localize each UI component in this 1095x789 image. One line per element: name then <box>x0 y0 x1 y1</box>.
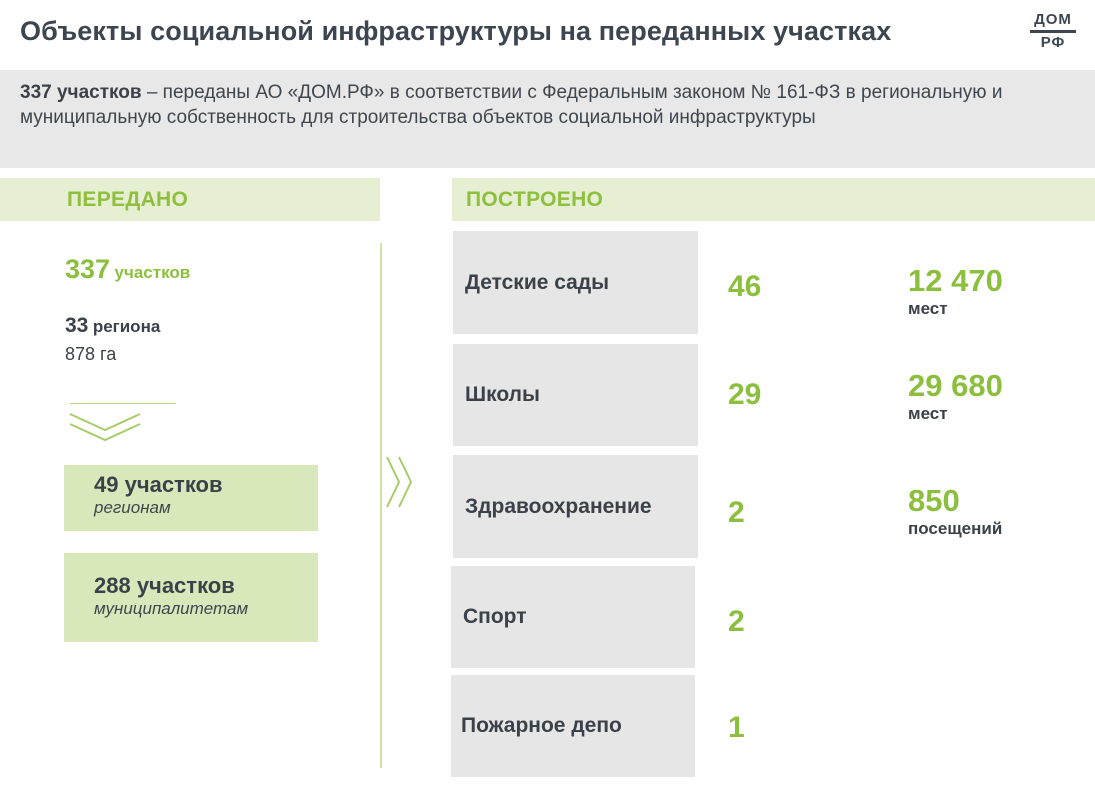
regions-box-recipient: регионам <box>94 498 171 517</box>
page-title: Объекты социальной инфраструктуры на пер… <box>20 16 892 46</box>
double-chevron-down-icon <box>69 413 141 442</box>
total-plots-number: 337 <box>65 254 111 284</box>
intro-text: – переданы АО «ДОМ.РФ» в соответствии с … <box>20 82 1003 128</box>
category-fire-station: Пожарное депо <box>451 675 695 777</box>
kindergartens-capacity: 12 470 мест <box>908 264 1003 320</box>
regions-unit: региона <box>92 317 161 336</box>
dom-rf-logo: ДОМ РФ <box>1030 12 1076 54</box>
fire-station-count: 1 <box>728 711 745 744</box>
separator-line <box>70 403 176 404</box>
kindergartens-capacity-value: 12 470 <box>908 263 1003 298</box>
intro-panel: 337 участков – переданы АО «ДОМ.РФ» в со… <box>0 70 1095 168</box>
schools-capacity: 29 680 мест <box>908 369 1003 425</box>
category-schools: Школы <box>453 344 698 446</box>
category-kindergartens: Детские сады <box>453 231 698 334</box>
double-chevron-right-icon <box>386 456 413 508</box>
regions-count: 33 региона <box>65 314 160 338</box>
schools-capacity-unit: мест <box>908 404 948 423</box>
category-sport: Спорт <box>451 566 695 668</box>
healthcare-capacity-value: 850 <box>908 483 960 518</box>
kindergartens-count: 46 <box>728 270 762 303</box>
transferred-header: ПЕРЕДАНО <box>0 178 380 221</box>
total-plots: 337 участков <box>65 254 190 285</box>
sport-count: 2 <box>728 605 745 638</box>
regions-box: 49 участков регионам <box>64 465 318 531</box>
kindergartens-capacity-unit: мест <box>908 299 948 318</box>
municipalities-box-recipient: муниципалитетам <box>94 599 249 618</box>
municipalities-box: 288 участков муниципалитетам <box>64 553 318 642</box>
category-healthcare: Здравоохранение <box>453 455 698 558</box>
municipalities-box-count: 288 участков <box>94 573 235 598</box>
regions-box-count: 49 участков <box>94 472 223 497</box>
healthcare-capacity-unit: посещений <box>908 519 1003 538</box>
logo-line-1: ДОМ <box>1030 12 1076 33</box>
healthcare-capacity: 850 посещений <box>908 484 1002 540</box>
schools-capacity-value: 29 680 <box>908 368 1003 403</box>
area-value: 878 га <box>65 344 117 364</box>
healthcare-count: 2 <box>728 496 745 529</box>
section-divider <box>380 243 382 768</box>
schools-count: 29 <box>728 378 762 411</box>
intro-bold: 337 участков <box>20 82 142 103</box>
logo-line-2: РФ <box>1040 34 1066 51</box>
regions-number: 33 <box>65 314 89 337</box>
built-header: ПОСТРОЕНО <box>452 178 1095 221</box>
total-plots-unit: участков <box>114 263 191 282</box>
